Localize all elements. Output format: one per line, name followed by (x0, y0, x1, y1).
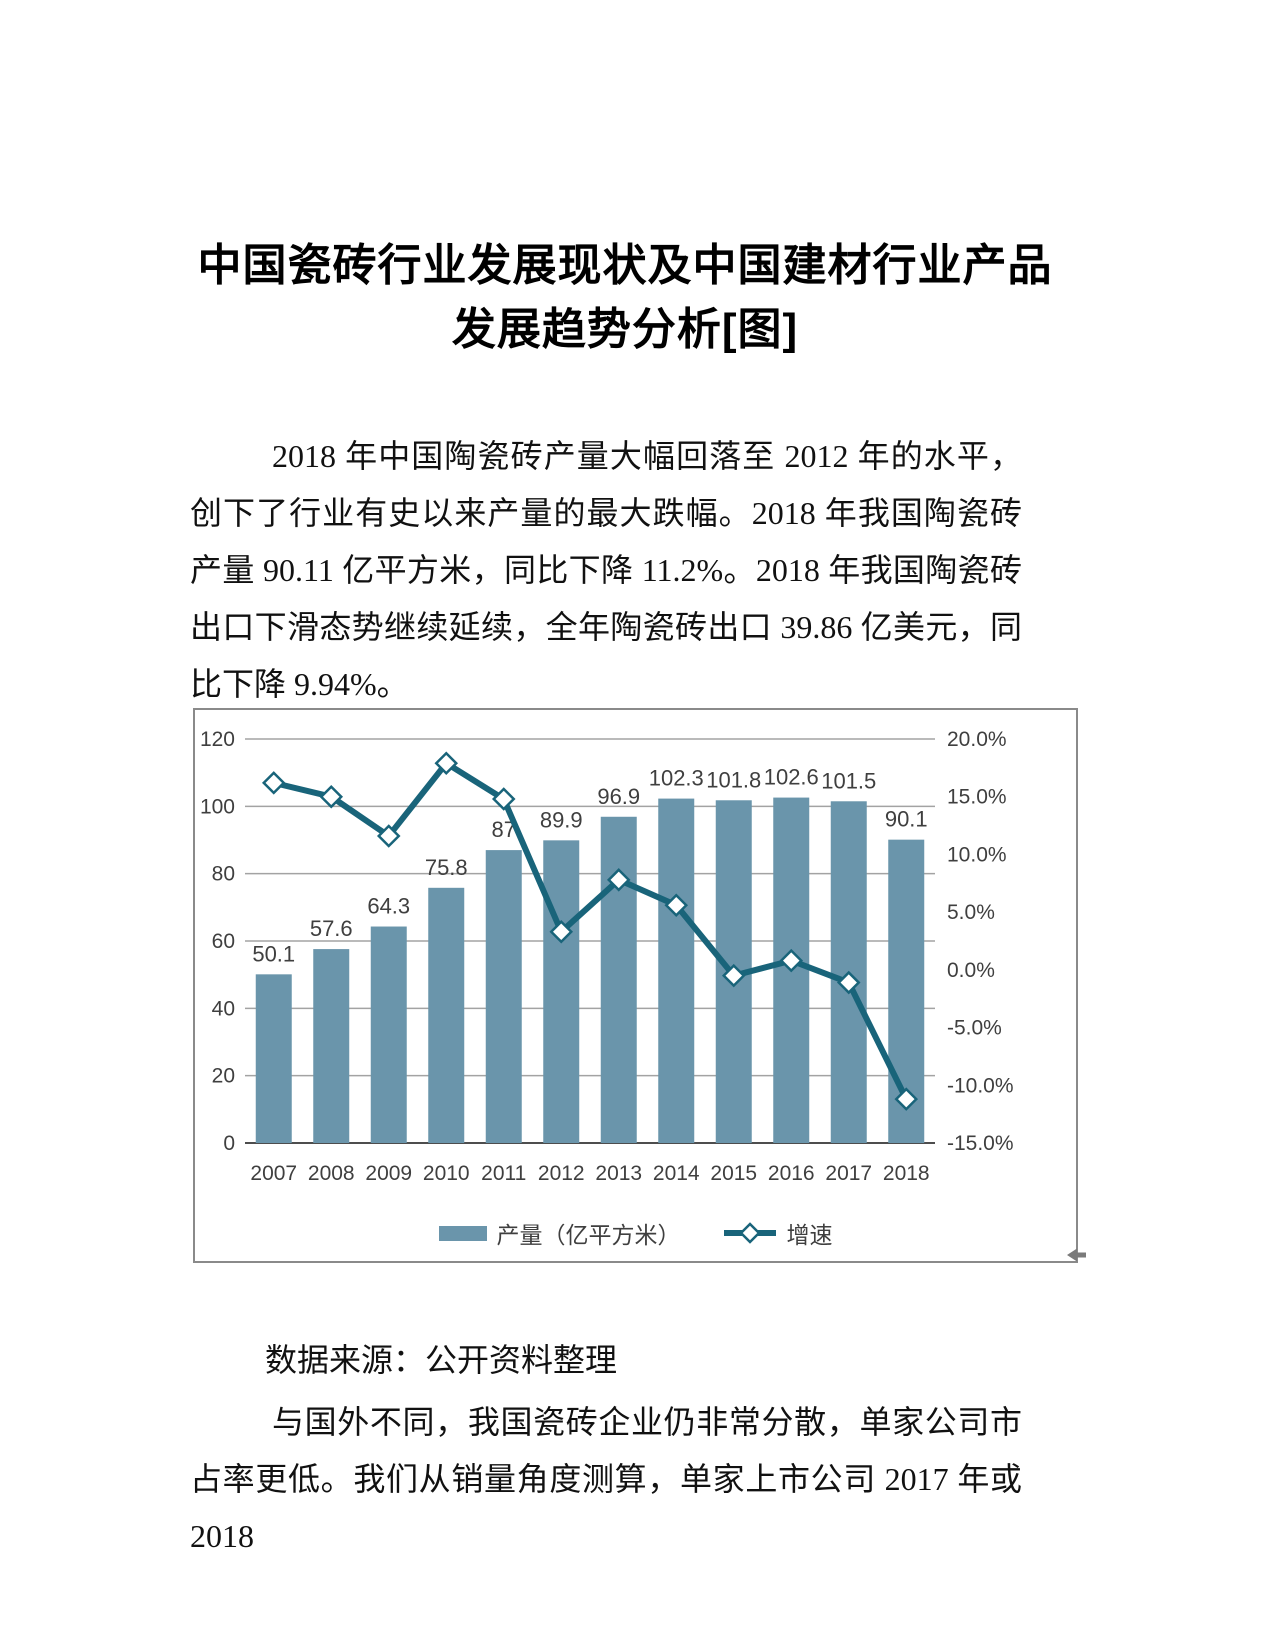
growth-line-markers (261, 751, 919, 1111)
svg-text:101.5: 101.5 (821, 768, 876, 793)
diamond-marker (549, 919, 574, 944)
diamond-marker (894, 1087, 919, 1111)
right-axis-tick-labels: 20.0% 15.0% 10.0% 5.0% 0.0% -5.0% -10.0% -15.0% (947, 728, 1014, 1155)
svg-text:40: 40 (212, 997, 235, 1020)
svg-text:20.0%: 20.0% (947, 728, 1007, 751)
bar-series-production (255, 797, 925, 1143)
bar (313, 949, 350, 1143)
svg-text:0: 0 (223, 1132, 235, 1155)
diamond-marker (434, 751, 459, 776)
bar (543, 840, 580, 1143)
legend-label-production: 产量（亿平方米） (496, 1222, 681, 1248)
svg-text:2013: 2013 (595, 1162, 642, 1185)
diamond-marker (664, 893, 689, 917)
svg-text:2010: 2010 (423, 1162, 470, 1185)
svg-text:0.0%: 0.0% (947, 959, 995, 982)
svg-text:15.0%: 15.0% (947, 786, 1007, 809)
svg-text:2011: 2011 (481, 1162, 526, 1185)
diamond-marker (491, 787, 516, 811)
legend-item-production: 产量（亿平方米） (438, 1216, 681, 1250)
svg-text:2009: 2009 (365, 1162, 412, 1185)
svg-text:57.6: 57.6 (310, 916, 353, 941)
legend-swatch-production-icon (438, 1225, 487, 1241)
svg-text:2012: 2012 (538, 1162, 585, 1185)
legend-item-growth: 增速 (723, 1216, 833, 1250)
diamond-marker (779, 948, 804, 973)
svg-text:64.3: 64.3 (367, 894, 410, 919)
svg-text:90.1: 90.1 (885, 807, 928, 832)
bar (428, 887, 465, 1143)
svg-text:5.0%: 5.0% (947, 901, 995, 924)
chart-figure: 120 100 80 60 40 20 0 20.0% 15.0% 10.0% 5.0% 0.0% -5… (193, 708, 1078, 1263)
data-source-line: 数据来源：公开资料整理 (265, 1342, 618, 1378)
cursor-arrow-icon (1067, 1248, 1086, 1262)
svg-text:-10.0%: -10.0% (947, 1074, 1014, 1097)
svg-text:2018: 2018 (883, 1162, 930, 1185)
svg-text:75.8: 75.8 (425, 855, 468, 880)
bar (255, 974, 292, 1143)
svg-text:2007: 2007 (250, 1162, 297, 1185)
diamond-marker (721, 963, 746, 988)
bar (485, 850, 522, 1143)
svg-text:2008: 2008 (308, 1162, 355, 1185)
svg-text:80: 80 (212, 863, 235, 886)
svg-text:102.6: 102.6 (764, 765, 819, 790)
svg-text:2016: 2016 (768, 1162, 815, 1185)
svg-text:101.8: 101.8 (706, 767, 761, 792)
svg-text:2014: 2014 (653, 1162, 700, 1185)
article-title: 中国瓷砖行业发展现状及中国建材行业产品发展趋势分析[图] (197, 241, 1053, 355)
left-axis-tick-labels: 120 100 80 60 40 20 0 (200, 728, 235, 1155)
svg-text:-5.0%: -5.0% (947, 1017, 1002, 1040)
svg-text:102.3: 102.3 (649, 766, 704, 791)
closing-paragraph: 与国外不同，我国瓷砖企业仍非常分散，单家公司市占率更低。我们从销量角度测算，单家… (190, 1404, 1022, 1554)
legend-marker-growth-icon (723, 1222, 776, 1244)
chart-canvas: 120 100 80 60 40 20 0 20.0% 15.0% 10.0% 5.0% 0.0% -5… (200, 728, 1014, 1185)
gridlines (245, 738, 935, 1144)
diamond-marker (606, 868, 631, 892)
diamond-marker (261, 771, 286, 795)
svg-text:2015: 2015 (710, 1162, 757, 1185)
growth-line (273, 759, 909, 1101)
svg-text:120: 120 (200, 728, 235, 751)
svg-text:50.1: 50.1 (252, 941, 295, 966)
svg-text:96.9: 96.9 (597, 784, 640, 809)
x-axis-year-labels: 2007 2008 2009 2010 2011 2012 2013 2014 2015 2016… (250, 1162, 929, 1185)
svg-text:89.9: 89.9 (540, 807, 583, 832)
legend-label-growth: 增速 (786, 1222, 833, 1248)
chart-legend: 产量（亿平方米） 增速 (195, 1216, 1076, 1250)
svg-text:-15.0%: -15.0% (947, 1132, 1014, 1155)
bar (370, 926, 407, 1143)
intro-paragraph: 2018 年中国陶瓷砖产量大幅回落至 2012 年的水平，创下了行业有史以来产量… (190, 438, 1022, 702)
svg-text:20: 20 (212, 1065, 235, 1088)
svg-text:60: 60 (212, 930, 235, 953)
svg-text:100: 100 (200, 795, 235, 818)
bar (600, 816, 637, 1143)
diamond-marker (319, 784, 344, 809)
bar (658, 798, 695, 1143)
svg-text:2017: 2017 (825, 1162, 872, 1185)
svg-text:10.0%: 10.0% (947, 843, 1007, 866)
diamond-marker (376, 824, 401, 848)
diamond-marker (836, 970, 861, 995)
